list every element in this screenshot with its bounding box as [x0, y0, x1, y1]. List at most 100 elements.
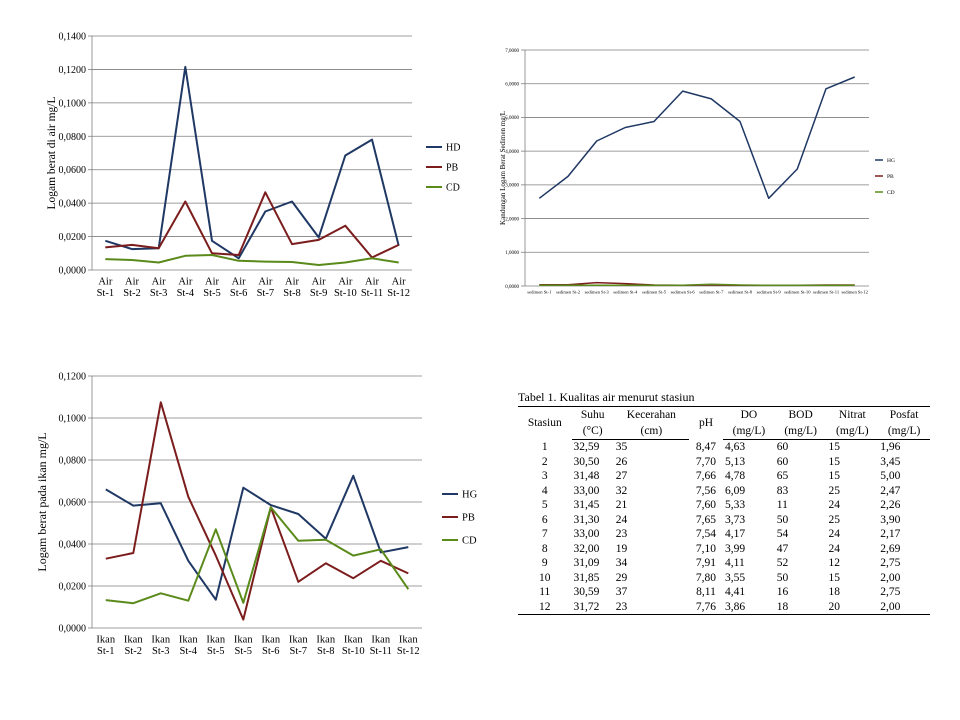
y-tick-label: 5,0000 [505, 116, 519, 121]
cell-kecerahan: 27 [615, 470, 628, 482]
cell-do: 4,11 [725, 557, 745, 569]
cell-nitrat: 15 [828, 455, 840, 468]
legend-label-cd: CD [462, 536, 477, 547]
y-tick-label: 3,0000 [505, 184, 519, 189]
cell-suhu: 31,09 [573, 557, 600, 569]
x-tick-label: St-5 [203, 288, 221, 299]
cell-kecerahan: 29 [615, 571, 628, 584]
cell-bod: 16 [776, 586, 789, 598]
cell-stasiun: 10 [539, 571, 551, 584]
cell-posfat: 2,75 [880, 586, 901, 598]
cell-nitrat: 15 [828, 441, 840, 453]
legend-label-pb: PB [887, 174, 894, 180]
x-tick-label: Air [125, 277, 140, 288]
x-tick-label: Ikan [399, 635, 418, 646]
header-suhu: Suhu [571, 406, 614, 423]
cell-kecerahan: 34 [615, 557, 628, 569]
cell-stasiun: 11 [539, 586, 551, 598]
cell-ph: 7,70 [695, 455, 717, 468]
x-tick-label: St-7 [257, 288, 275, 299]
y-tick-label: 4,0000 [505, 150, 519, 155]
series-line-pb [105, 191, 400, 259]
x-tick-label: Air [205, 277, 220, 288]
cell-stasiun: 12 [518, 599, 572, 615]
table-row: 6 31,30 24 7,65 3,73 50 25 3,90 [518, 513, 930, 528]
cell-kecerahan: 32 [615, 484, 628, 497]
cell-bod: 60 [776, 441, 789, 453]
cell-posfat: 2,75 [880, 557, 901, 569]
cell-kecerahan: 24 [615, 513, 628, 526]
x-tick-label: Air [312, 277, 327, 288]
x-tick-label: Ikan [344, 635, 363, 646]
cell-suhu: 31,85 [573, 571, 600, 584]
x-tick-label: St-4 [179, 646, 197, 657]
cell-do: 3,73 [725, 513, 746, 526]
cell-kecerahan: 23 [615, 528, 628, 540]
y-tick-label: 0,0800 [59, 456, 87, 467]
x-tick-label: sedimen St-9 [757, 290, 782, 295]
x-tick-label: St-10 [342, 646, 365, 657]
x-tick-label: St-11 [370, 646, 392, 657]
x-tick-label: St-6 [262, 646, 280, 657]
cell-bod: 11 [776, 499, 788, 511]
cell-stasiun: 1 [541, 440, 548, 453]
y-axis-title: Logam berat di air mg/L [46, 96, 58, 209]
header-kecerahan: Kecerahan [613, 406, 689, 423]
table-row: 12 31,72 23 7,76 3,86 18 20 2,00 [518, 599, 930, 615]
series-line-hg [538, 76, 855, 200]
x-tick-label: sedimen St-3 [585, 290, 610, 295]
x-tick-label: Ikan [151, 635, 170, 646]
cell-posfat: 2,69 [880, 542, 901, 555]
cell-ph: 7,56 [695, 484, 717, 497]
y-tick-label: 0,0400 [59, 540, 87, 551]
cell-stasiun: 3 [541, 470, 548, 482]
cell-kecerahan: 23 [613, 599, 689, 615]
unit-do: (mg/L) [723, 423, 775, 440]
x-tick-label: sedimen St-11 [813, 290, 840, 295]
cell-do: 3,86 [723, 599, 775, 615]
cell-suhu: 30,59 [573, 586, 600, 598]
table-body: 1 32,59 35 8,47 4,63 60 15 1,96 2 30,50 26 7,70 5,13… [518, 440, 930, 615]
unit-bod: (mg/L) [774, 423, 827, 440]
table-header-units-row: (°C) (cm) (mg/L) (mg/L) (mg/L) (mg/L) [518, 423, 930, 440]
cell-stasiun: 5 [541, 499, 548, 511]
x-tick-label: St-4 [177, 288, 195, 299]
cell-posfat: 5,00 [880, 470, 901, 482]
cell-ph: 7,60 [695, 499, 717, 511]
x-tick-label: Ikan [234, 635, 253, 646]
cell-nitrat: 18 [828, 586, 840, 598]
legend-label-cd: CD [446, 183, 460, 194]
y-tick-label: 0,0000 [59, 624, 87, 635]
table-row: 11 30,59 37 8,11 4,41 16 18 2,75 [518, 585, 930, 600]
cell-kecerahan: 21 [615, 499, 628, 511]
cell-stasiun: 6 [541, 513, 548, 526]
y-tick-label: 0,1000 [59, 414, 87, 425]
x-tick-label: sedimen St-1 [527, 290, 552, 295]
cell-bod: 83 [776, 484, 789, 497]
legend-label-hd: HD [446, 143, 460, 154]
y-tick-label: 0,0600 [59, 498, 87, 509]
unit-suhu: (°C) [571, 423, 614, 440]
unit-nitrat: (mg/L) [826, 423, 879, 440]
x-tick-label: sedimen St-12 [841, 290, 868, 295]
cell-suhu: 33,00 [573, 484, 600, 497]
y-tick-label: 0,1200 [59, 372, 87, 383]
series-line-hg [105, 474, 409, 601]
x-tick-label: sedimen St-2 [556, 290, 581, 295]
x-tick-label: Ikan [206, 635, 225, 646]
cell-bod: 52 [776, 557, 789, 569]
cell-ph: 7,65 [695, 513, 717, 526]
legend-label-hg: HG [462, 490, 478, 501]
series-line-cd [105, 506, 410, 605]
series-line-cd [105, 254, 399, 266]
header-stasiun: Stasiun [518, 406, 572, 440]
y-tick-label: 0,1200 [59, 65, 87, 76]
cell-suhu: 32,59 [573, 441, 600, 453]
cell-posfat: 2,17 [880, 528, 901, 540]
series-line-hd [105, 65, 400, 260]
x-tick-label: Air [178, 277, 193, 288]
cell-posfat: 3,45 [880, 455, 901, 468]
y-tick-label: 1,0000 [505, 251, 519, 256]
y-tick-label: 0,0400 [59, 199, 87, 210]
x-tick-label: St-2 [124, 646, 142, 657]
